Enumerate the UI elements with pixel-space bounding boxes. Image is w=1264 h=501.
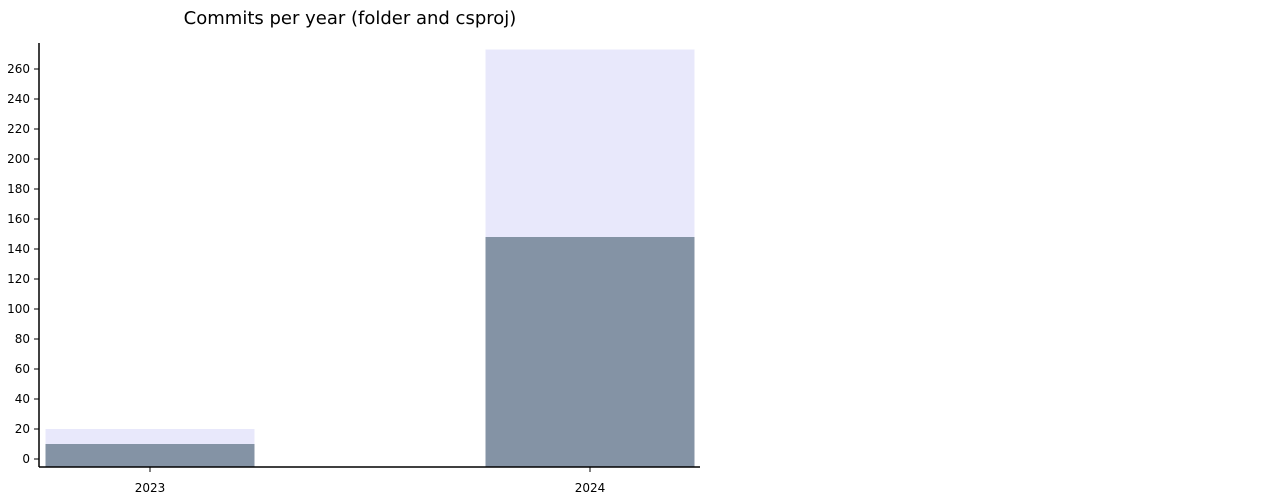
chart-title: Commits per year (folder and csproj) (183, 8, 517, 29)
y-tick-label: 160 (7, 212, 30, 226)
y-tick-label: 60 (15, 362, 30, 376)
bar-2023-segment-2 (45, 429, 255, 444)
y-tick-label: 0 (22, 452, 30, 466)
y-tick-label: 220 (7, 122, 30, 136)
y-tick-label: 80 (15, 332, 30, 346)
y-tick-label: 40 (15, 392, 30, 406)
bar-2024-segment-1 (485, 237, 695, 467)
y-tick-label: 260 (7, 62, 30, 76)
y-tick-label: 100 (7, 302, 30, 316)
y-tick-label: 140 (7, 242, 30, 256)
bars-group (45, 49, 695, 467)
bar-2024-segment-2 (485, 49, 695, 237)
y-tick-label: 120 (7, 272, 30, 286)
x-tick-label: 2024 (575, 481, 606, 495)
y-tick-label: 200 (7, 152, 30, 166)
y-tick-label: 180 (7, 182, 30, 196)
y-axis: 0 20 40 60 80 100 120 140 160 180 200 220 240 260 (7, 43, 40, 467)
y-tick-label: 20 (15, 422, 30, 436)
bar-2023-segment-1 (45, 444, 255, 467)
x-axis: 2023 2024 (39, 466, 700, 495)
x-tick-label: 2023 (135, 481, 166, 495)
y-tick-label: 240 (7, 92, 30, 106)
